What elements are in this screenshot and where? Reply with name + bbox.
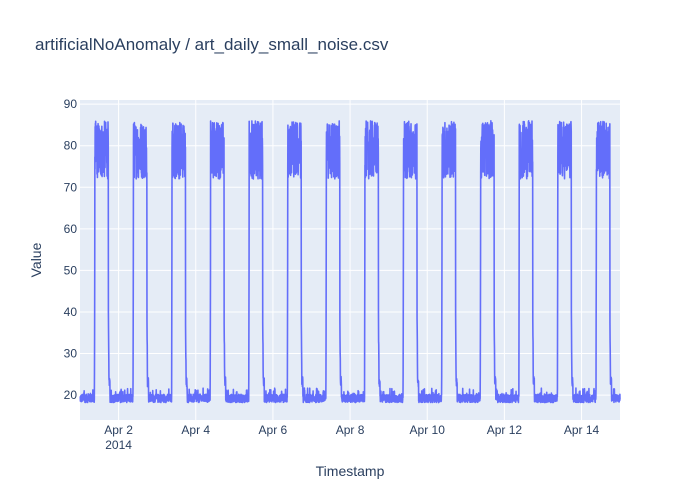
x-axis-label: Timestamp bbox=[316, 463, 385, 479]
y-axis-label: Value bbox=[28, 242, 44, 277]
y-tick-label: 50 bbox=[64, 263, 78, 277]
x-tick-label: Apr 4 bbox=[181, 423, 210, 437]
grid-lines bbox=[80, 100, 620, 420]
series-line bbox=[79, 120, 621, 404]
y-tick-label: 20 bbox=[64, 388, 78, 402]
chart-title: artificialNoAnomaly / art_daily_small_no… bbox=[35, 35, 389, 54]
y-axis-ticks: 20 30 40 50 60 70 80 90 bbox=[64, 97, 78, 402]
x-tick-label: Apr 12 bbox=[487, 423, 523, 437]
x-tick-label: Apr 2 bbox=[104, 423, 133, 437]
x-tick-label: Apr 10 bbox=[410, 423, 446, 437]
x-tick-sublabel: 2014 bbox=[105, 438, 132, 452]
y-tick-label: 70 bbox=[64, 180, 78, 194]
x-tick-label: Apr 6 bbox=[259, 423, 288, 437]
y-tick-label: 80 bbox=[64, 139, 78, 153]
x-tick-label: Apr 8 bbox=[336, 423, 365, 437]
y-tick-label: 30 bbox=[64, 347, 78, 361]
series-line-layer bbox=[79, 120, 621, 404]
x-tick-label: Apr 14 bbox=[564, 423, 600, 437]
y-tick-label: 60 bbox=[64, 222, 78, 236]
y-tick-label: 90 bbox=[64, 97, 78, 111]
y-tick-label: 40 bbox=[64, 305, 78, 319]
